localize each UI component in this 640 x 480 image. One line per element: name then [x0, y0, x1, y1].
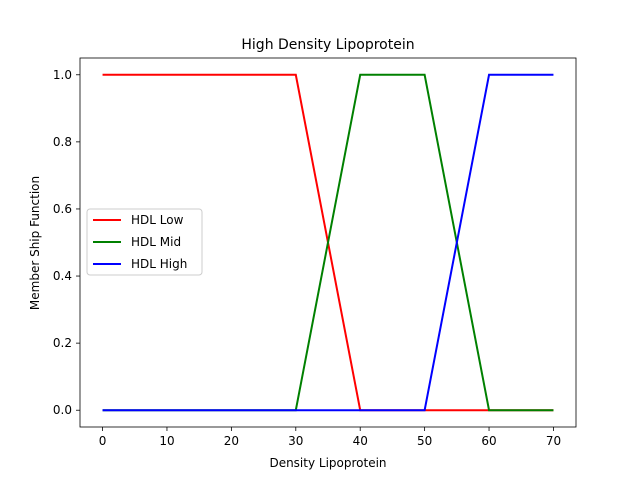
legend: HDL Low HDL Mid HDL High — [86, 208, 203, 276]
x-tick-label: 0 — [99, 434, 107, 448]
legend-box — [86, 208, 203, 276]
x-tick-label: 10 — [159, 434, 174, 448]
y-tick-label: 0.2 — [53, 336, 72, 350]
x-axis-label: Density Lipoprotein — [269, 456, 386, 470]
legend-label-1: HDL Mid — [131, 235, 181, 249]
y-tick-label: 0.6 — [53, 202, 72, 216]
x-tick-label: 50 — [417, 434, 432, 448]
x-tick-label: 30 — [288, 434, 303, 448]
legend-label-2: HDL High — [131, 257, 187, 271]
x-tick-label: 20 — [224, 434, 239, 448]
x-tick-label: 40 — [353, 434, 368, 448]
y-tick-label: 0.8 — [53, 135, 72, 149]
x-tick-label: 60 — [481, 434, 496, 448]
series-line-2 — [102, 73, 554, 412]
x-tick-label: 70 — [546, 434, 561, 448]
y-axis-label: Member Ship Function — [28, 176, 42, 310]
chart-title: High Density Lipoprotein — [241, 37, 414, 53]
y-tick-label: 1.0 — [53, 68, 72, 82]
y-tick-label: 0.4 — [53, 269, 72, 283]
y-tick-label: 0.0 — [53, 403, 72, 417]
plot-area: 0 10 20 30 40 50 60 70 0.0 0.2 0.4 0.6 0.8 1.0 HDL Low… — [53, 57, 577, 448]
legend-label-0: HDL Low — [131, 213, 184, 227]
axes-frame — [79, 57, 577, 428]
